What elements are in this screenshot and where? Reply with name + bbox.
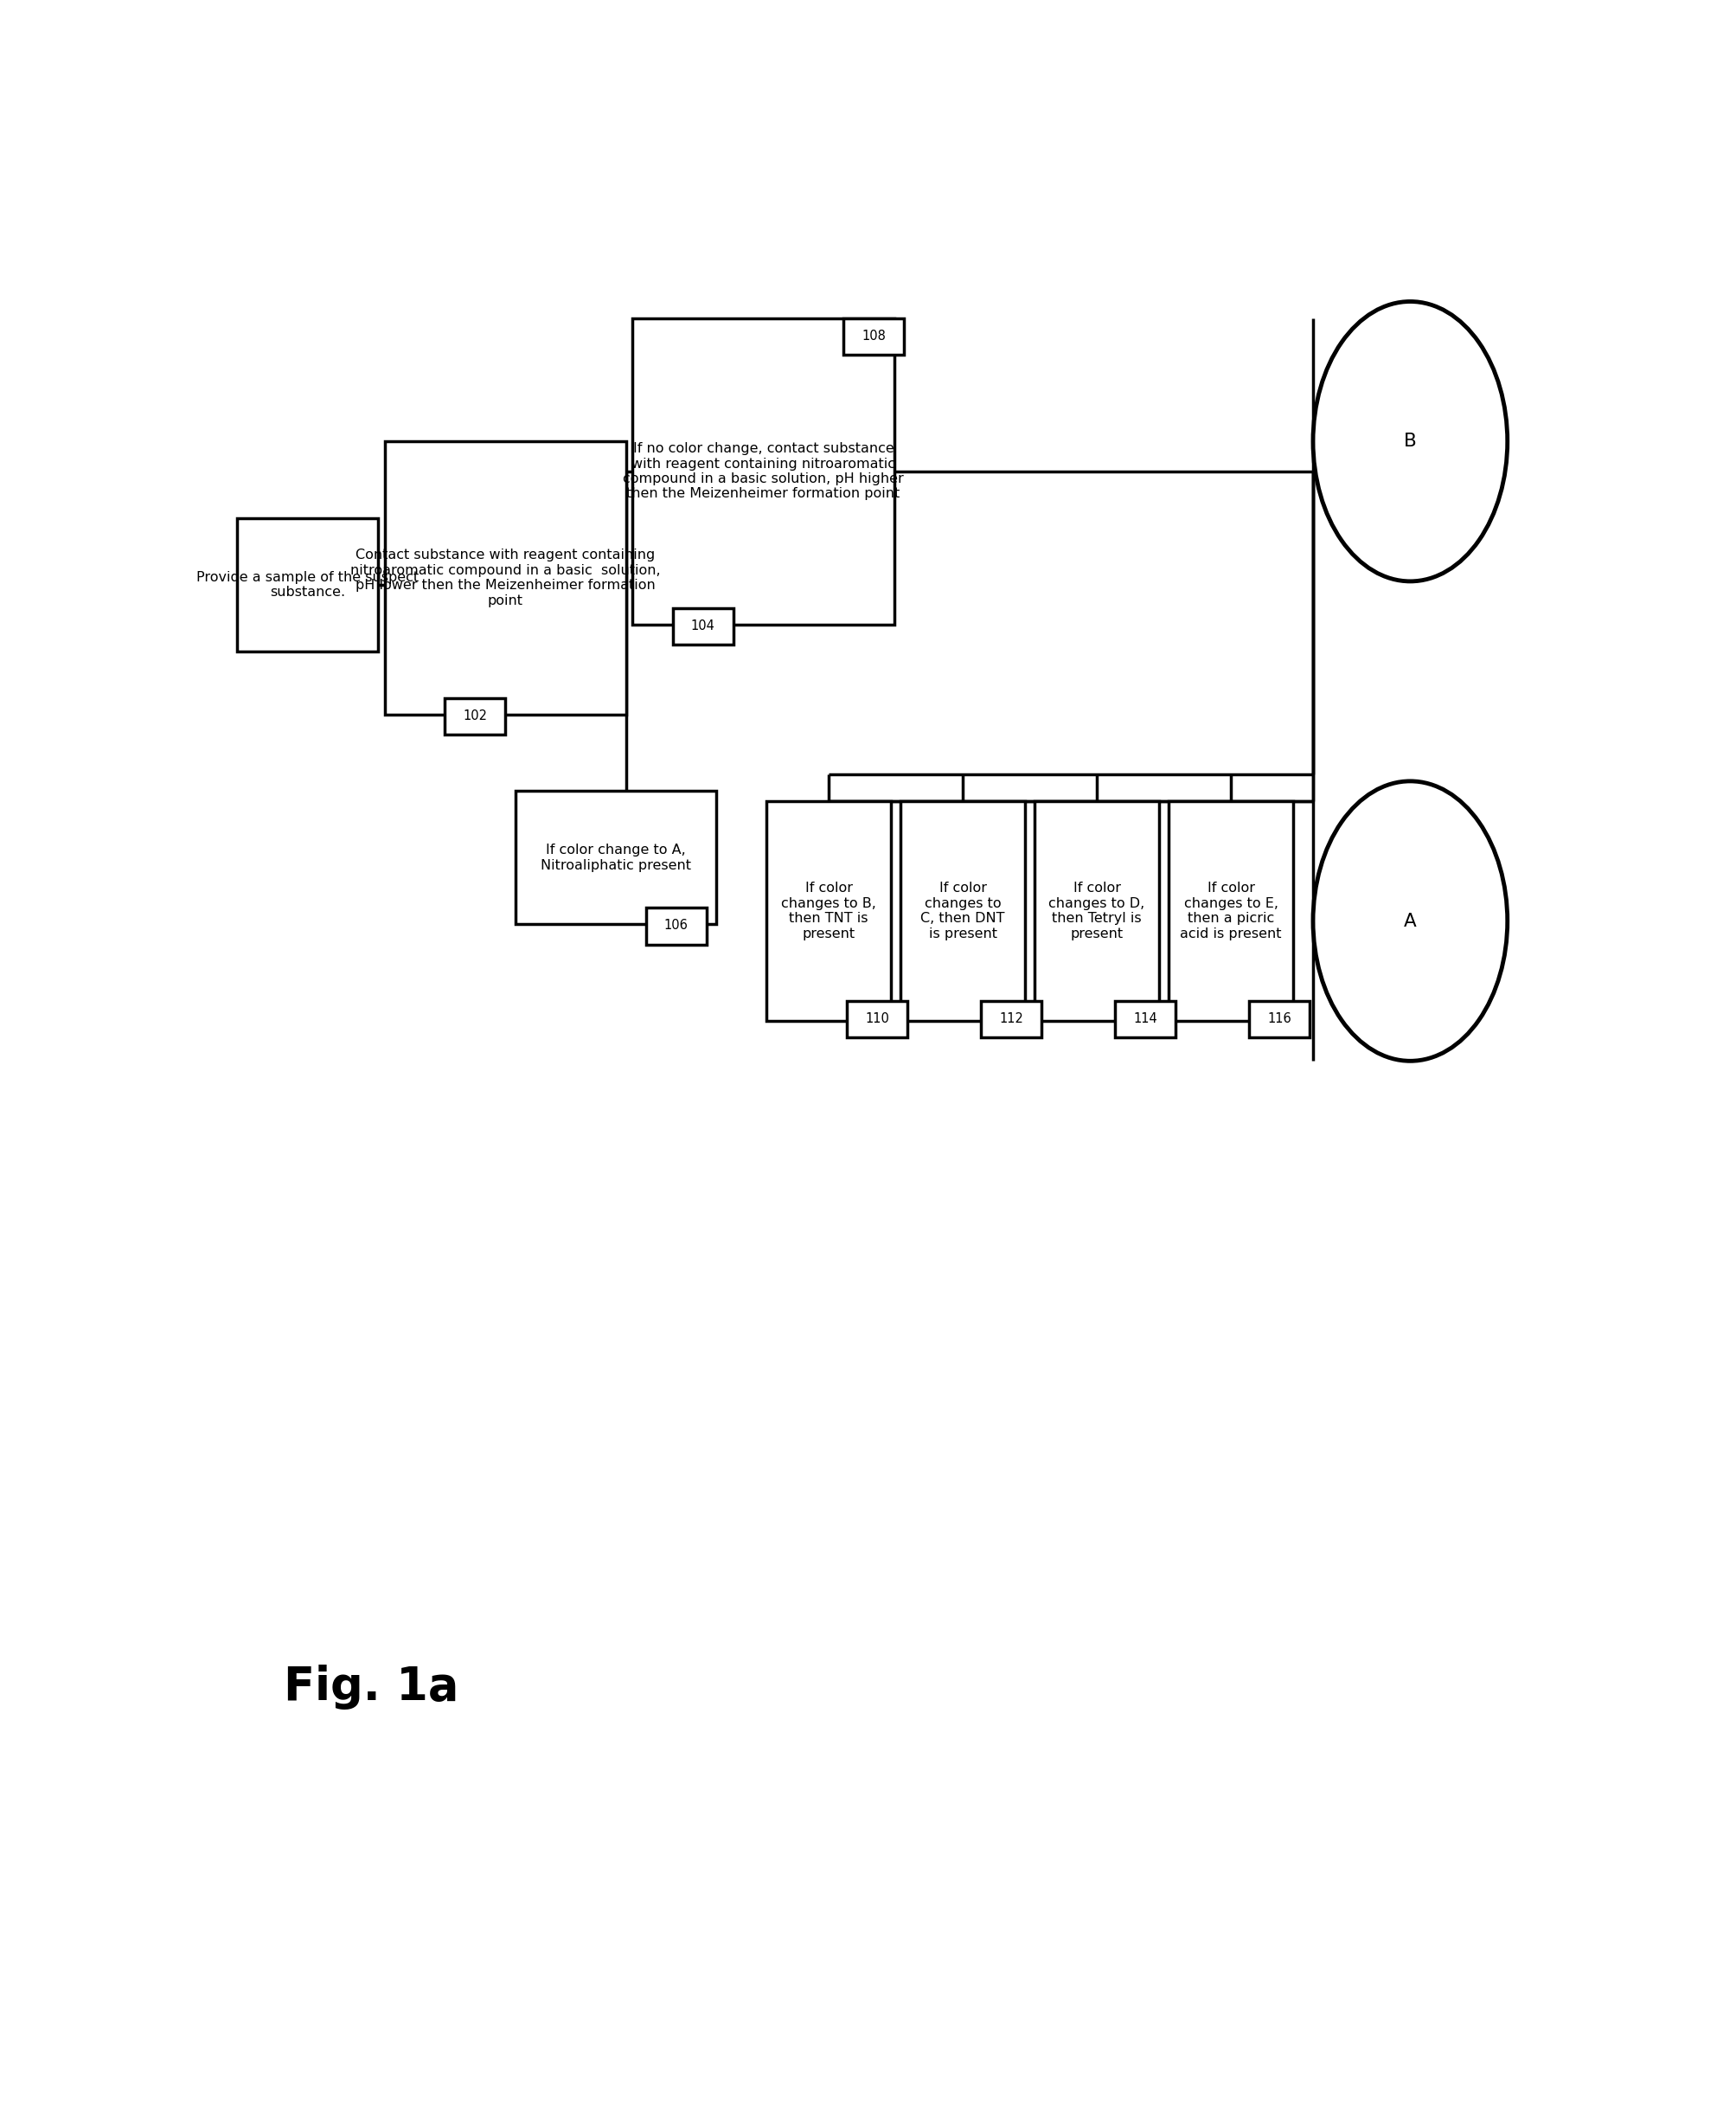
Bar [844,319,904,355]
Bar [1168,801,1293,1022]
Text: B: B [1404,433,1417,450]
Text: Contact substance with reagent containing
nitroaromatic compound in a basic  sol: Contact substance with reagent containin… [351,548,660,607]
Text: If no color change, contact substance
with reagent containing nitroaromatic
comp: If no color change, contact substance wi… [623,442,904,501]
Bar [981,1000,1042,1039]
Text: 112: 112 [1000,1013,1024,1026]
Text: If color change to A,
Nitroaliphatic present: If color change to A, Nitroaliphatic pre… [540,843,691,871]
Text: Provide a sample of the suspect
substance.: Provide a sample of the suspect substanc… [196,571,418,599]
Bar [238,518,378,652]
Text: Fig. 1a: Fig. 1a [285,1665,458,1710]
Bar [901,801,1024,1022]
Bar [1250,1000,1309,1039]
Bar [847,1000,908,1039]
Bar [646,907,707,945]
Text: If color
changes to
C, then DNT
is present: If color changes to C, then DNT is prese… [920,881,1005,941]
Ellipse shape [1312,302,1507,582]
Text: If color
changes to B,
then TNT is
present: If color changes to B, then TNT is prese… [781,881,877,941]
Text: 102: 102 [464,709,488,722]
Bar [444,699,505,735]
Bar [767,801,891,1022]
Bar [1115,1000,1175,1039]
Text: If color
changes to D,
then Tetryl is
present: If color changes to D, then Tetryl is pr… [1049,881,1146,941]
Ellipse shape [1312,782,1507,1062]
Bar [1035,801,1160,1022]
Bar [385,442,627,714]
Text: 108: 108 [861,329,885,342]
Text: 110: 110 [865,1013,889,1026]
Text: 104: 104 [691,620,715,633]
Bar [516,790,717,924]
Bar [632,319,894,624]
Text: If color
changes to E,
then a picric
acid is present: If color changes to E, then a picric aci… [1180,881,1281,941]
Text: 106: 106 [665,920,687,932]
Bar [674,607,733,644]
Text: 116: 116 [1267,1013,1292,1026]
Text: A: A [1404,913,1417,930]
Text: 114: 114 [1134,1013,1158,1026]
